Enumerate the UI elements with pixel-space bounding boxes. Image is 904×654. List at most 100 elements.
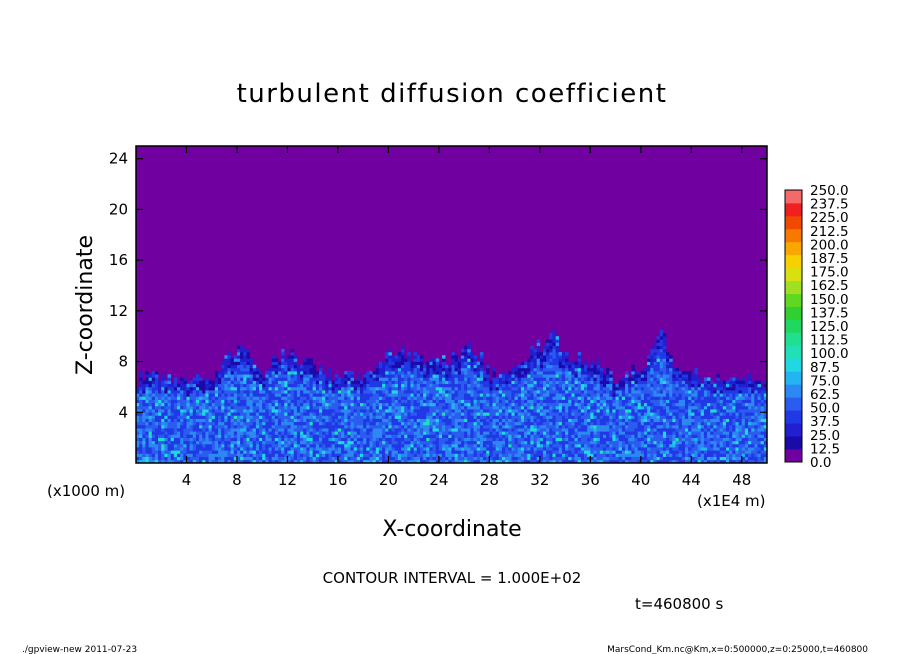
field-cell [167, 412, 172, 416]
field-cell [467, 390, 471, 394]
field-cell [277, 367, 282, 372]
field-cell [372, 393, 377, 397]
field-cell [205, 386, 209, 391]
field-cell [571, 393, 575, 397]
field-cell [252, 424, 257, 429]
field-cell [555, 380, 560, 385]
field-cell [202, 459, 206, 463]
field-cell [432, 434, 437, 438]
field-cell [467, 434, 471, 438]
field-cell [255, 415, 260, 419]
field-cell [631, 399, 635, 404]
field-cell [142, 447, 146, 451]
field-cell [227, 399, 231, 404]
field-cell [501, 399, 506, 404]
field-cell [277, 453, 282, 457]
field-cell [606, 402, 610, 407]
field-cell [426, 428, 430, 432]
field-cell [208, 450, 213, 454]
field-cell [315, 380, 320, 385]
field-cell [161, 440, 165, 445]
field-cell [423, 390, 427, 394]
field-cell [249, 396, 254, 400]
field-cell [467, 364, 471, 369]
field-cell [158, 386, 162, 391]
field-cell [255, 402, 260, 407]
field-cell [227, 358, 231, 362]
field-cell [625, 447, 629, 451]
field-cell [347, 383, 351, 388]
field-cell [246, 355, 250, 359]
field-cell [183, 459, 187, 463]
field-cell [470, 418, 474, 423]
field-cell [445, 380, 449, 385]
field-cell [322, 399, 326, 404]
field-cell [363, 380, 367, 385]
field-cell [451, 386, 455, 391]
field-cell [284, 424, 288, 429]
field-cell [486, 434, 490, 438]
field-cell [568, 456, 572, 461]
field-cell [580, 431, 585, 435]
field-cell [407, 377, 411, 381]
field-cell [268, 371, 272, 375]
field-cell [596, 383, 601, 388]
field-cell [252, 440, 257, 445]
field-cell [423, 412, 427, 416]
field-cell [435, 383, 440, 388]
field-cell [331, 447, 336, 451]
field-cell [565, 393, 569, 397]
field-cell [164, 415, 168, 419]
field-cell [296, 431, 301, 435]
field-cell [341, 421, 345, 426]
field-cell [243, 409, 247, 413]
field-cell [303, 390, 307, 394]
field-cell [631, 405, 635, 410]
field-cell [407, 393, 411, 397]
field-cell [192, 440, 197, 445]
field-cell [549, 377, 553, 381]
field-cell [602, 447, 607, 451]
field-cell [218, 402, 222, 407]
field-cell [401, 437, 405, 442]
field-cell [460, 459, 465, 463]
field-cell [470, 437, 474, 442]
field-cell [625, 437, 629, 442]
field-cell [274, 386, 279, 391]
field-cell [208, 396, 213, 400]
field-cell [281, 409, 285, 413]
field-cell [161, 431, 165, 435]
field-cell [300, 450, 304, 454]
field-cell [568, 364, 572, 369]
field-cell [492, 434, 496, 438]
field-cell [596, 428, 601, 432]
field-cell [259, 456, 263, 461]
field-cell [552, 399, 556, 404]
field-cell [243, 367, 247, 372]
field-cell [177, 418, 181, 423]
field-cell [489, 431, 493, 435]
field-cell [366, 415, 370, 419]
field-cell [574, 450, 578, 454]
field-cell [565, 396, 569, 400]
field-cell [369, 453, 373, 457]
field-cell [401, 377, 405, 381]
field-cell [549, 399, 553, 404]
field-cell [186, 447, 190, 451]
field-cell [460, 364, 465, 369]
field-cell [287, 355, 291, 359]
field-cell [186, 405, 190, 410]
field-cell [527, 437, 531, 442]
field-cell [173, 421, 178, 426]
field-cell [401, 386, 405, 391]
field-cell [363, 440, 367, 445]
field-cell [438, 383, 443, 388]
field-cell [473, 399, 478, 404]
field-cell [470, 402, 474, 407]
field-cell [561, 361, 566, 366]
field-cell [467, 399, 471, 404]
field-cell [296, 377, 301, 381]
field-cell [584, 393, 588, 397]
field-cell [451, 415, 455, 419]
field-cell [296, 440, 301, 445]
